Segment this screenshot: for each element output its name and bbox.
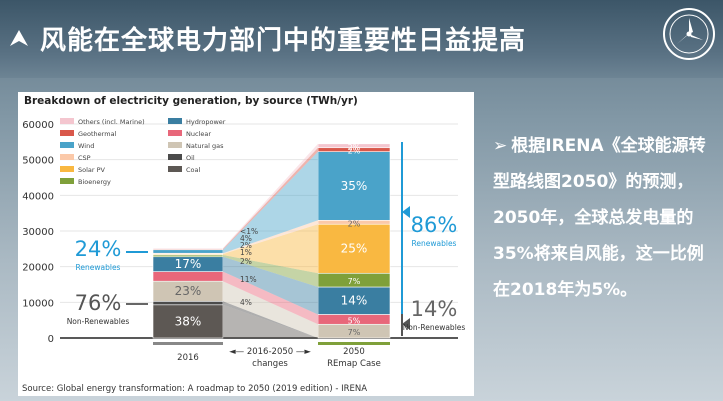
category-underline: [318, 342, 390, 345]
legend-swatch: [60, 142, 74, 148]
chart-panel: Breakdown of electricity generation, by …: [18, 92, 474, 396]
legend-label: Natural gas: [186, 142, 224, 150]
cwea-logo-icon: [663, 8, 715, 60]
right-nonrenewables-label: Non-Renewables: [403, 323, 466, 332]
legend-swatch: [60, 154, 74, 160]
change-label: 11%: [240, 275, 257, 284]
middle-label: changes: [252, 359, 288, 369]
y-tick-label: 10000: [22, 298, 54, 309]
bar-segment-2016: [152, 271, 224, 282]
transition-band: [223, 147, 318, 250]
right-renewables-value: 86%: [411, 213, 458, 237]
change-label: <1%: [240, 227, 258, 236]
change-label: 2%: [240, 241, 252, 250]
chart-title: Breakdown of electricity generation, by …: [24, 95, 358, 107]
plane-icon: [10, 30, 28, 46]
y-tick-label: 60000: [22, 120, 54, 131]
legend-label: CSP: [78, 154, 91, 162]
legend-swatch: [60, 178, 74, 184]
transition-band: [223, 254, 318, 287]
legend-label: Solar PV: [78, 166, 106, 174]
transition-band: [223, 151, 318, 254]
bar-segment-2016: [152, 247, 224, 250]
legend-label: Others (incl. Marine): [78, 118, 145, 126]
legend-swatch: [168, 166, 182, 172]
bar-segment-2050: [317, 151, 391, 221]
y-tick-label: 0: [48, 334, 54, 345]
page-title: 风能在全球电力部门中的重要性日益提高: [40, 26, 527, 56]
segment-label: 25%: [341, 242, 368, 256]
legend-label: Geothermal: [78, 130, 117, 138]
bar-segment-2050: [317, 223, 391, 274]
change-label: 1%: [240, 248, 252, 257]
segment-label: 14%: [341, 294, 368, 308]
legend-swatch: [168, 118, 182, 124]
bullet-marker: ➢: [493, 136, 508, 156]
left-renewables-value: 24%: [75, 237, 122, 261]
legend-label: Coal: [186, 166, 200, 174]
legend-label: Hydropower: [186, 118, 226, 126]
change-label: 4%: [240, 298, 252, 307]
y-tick-label: 30000: [22, 227, 54, 238]
legend-label: Nuclear: [186, 130, 211, 138]
legend-swatch: [60, 166, 74, 172]
legend-label: Oil: [186, 154, 195, 162]
left-nonrenewables-value: 76%: [75, 291, 122, 315]
y-tick-label: 50000: [22, 156, 54, 167]
chart-svg: 60000 50000 40000 30000 20000 10000 0 38% 23% 7% 5…: [22, 118, 466, 369]
x-category-label: 2050: [343, 347, 365, 357]
bar-segment-2016: [152, 300, 224, 306]
bar-segment-2050: [317, 143, 391, 149]
transition-band: [223, 256, 318, 315]
y-tick-label: 20000: [22, 263, 54, 274]
x-category-label: REmap Case: [327, 359, 381, 369]
legend-swatch: [60, 130, 74, 136]
legend-label: Bioenergy: [78, 178, 111, 186]
segment-label: 5%: [348, 316, 361, 325]
bullet-text: 根据IRENA《全球能源转型路线图2050》的预测，2050年，全球总发电量的3…: [493, 136, 706, 300]
legend-label: Wind: [78, 142, 94, 150]
transition-band: [223, 304, 318, 338]
right-nonrenewables-arrow: [402, 318, 410, 330]
right-renewables-label: Renewables: [412, 239, 457, 248]
transition-band: [223, 271, 318, 325]
legend-swatch: [168, 142, 182, 148]
segment-label: 7%: [348, 328, 361, 337]
x-category-label: 2016: [177, 353, 199, 363]
segment-label: 35%: [341, 179, 368, 193]
segment-label: 17%: [175, 257, 202, 271]
right-renewables-arrow: [402, 206, 410, 218]
middle-label: ◄— 2016-2050 —►: [229, 347, 311, 357]
header-bar: 风能在全球电力部门中的重要性日益提高: [0, 0, 723, 78]
transition-band: [223, 224, 318, 274]
segment-label: 2%: [348, 219, 361, 228]
bar-segment-2016: [152, 304, 224, 339]
transition-band: [223, 220, 318, 255]
transition-band: [223, 143, 318, 249]
segment-label: 38%: [175, 314, 202, 328]
change-label: 2%: [240, 257, 252, 266]
right-nonrenewables-value: 14%: [411, 297, 458, 321]
legend-swatch: [168, 154, 182, 160]
transition-band: [223, 281, 318, 338]
segment-label: 2%: [348, 147, 361, 156]
legend-swatch: [168, 130, 182, 136]
category-underline: [153, 342, 223, 345]
segment-label: 7%: [348, 277, 361, 286]
y-tick-label: 40000: [22, 191, 54, 202]
source-note: Source: Global energy transformation: A …: [22, 384, 368, 394]
change-label: 4%: [240, 234, 252, 243]
left-renewables-label: Renewables: [76, 263, 121, 272]
segment-label: 2%: [348, 143, 361, 152]
segment-label: 23%: [175, 284, 202, 298]
bar-segment-2016: [152, 249, 224, 254]
legend-swatch: [60, 118, 74, 124]
bullet-text-block: ➢ 根据IRENA《全球能源转型路线图2050》的预测，2050年，全球总发电量的…: [493, 128, 717, 308]
left-nonrenewables-label: Non-Renewables: [67, 317, 130, 326]
